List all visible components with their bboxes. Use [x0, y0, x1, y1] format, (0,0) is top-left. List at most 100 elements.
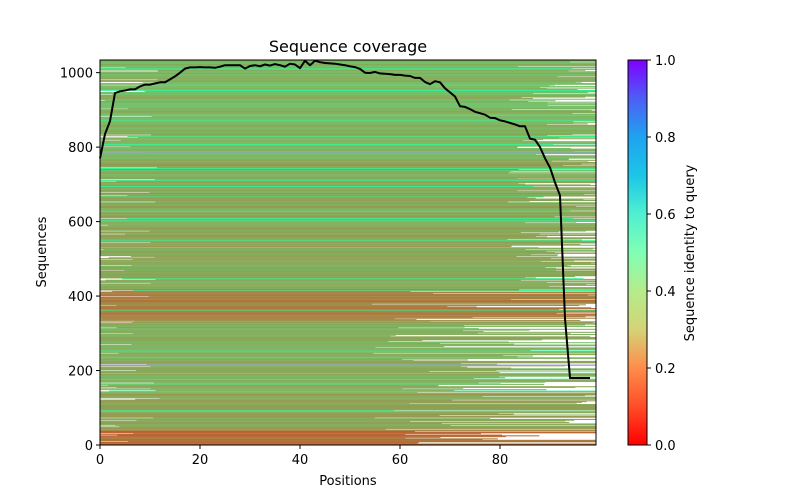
sequence-row	[100, 128, 596, 130]
sequence-row	[100, 103, 596, 105]
sequence-row	[100, 163, 582, 165]
sequence-row	[100, 339, 543, 341]
sequence-row	[100, 152, 596, 154]
sequence-row	[100, 442, 419, 444]
sequence-row	[100, 156, 596, 158]
sequence-row	[100, 337, 596, 339]
sequence-row	[100, 350, 596, 352]
sequence-row	[100, 115, 596, 117]
sequence-row	[138, 136, 596, 138]
sequence-row	[100, 60, 596, 62]
sequence-row	[100, 416, 596, 418]
sequence-row	[100, 439, 596, 441]
sequence-row	[100, 219, 596, 221]
x-tick-label: 0	[96, 453, 104, 468]
sequence-row	[100, 356, 518, 358]
sequence-row	[100, 153, 536, 155]
sequence-row	[100, 188, 596, 190]
sequence-row	[100, 397, 596, 399]
sequence-row	[100, 235, 596, 237]
sequence-row	[100, 87, 596, 89]
sequence-row	[100, 387, 464, 389]
x-axis-label: Positions	[319, 474, 377, 489]
sequence-row	[100, 351, 596, 353]
sequence-row	[100, 236, 548, 238]
sequence-row	[100, 428, 386, 430]
sequence-row	[100, 399, 453, 401]
sequence-row	[100, 215, 596, 217]
sequence-row	[157, 69, 586, 71]
sequence-row	[100, 118, 596, 120]
sequence-row	[100, 165, 596, 167]
sequence-row	[133, 290, 596, 292]
sequence-row	[108, 224, 596, 226]
sequence-row	[100, 413, 499, 415]
y-tick-label: 0	[85, 439, 93, 454]
sequence-row	[100, 123, 588, 125]
sequence-row	[100, 323, 596, 325]
sequence-row	[100, 70, 569, 72]
sequence-row	[100, 302, 596, 304]
sequence-row	[100, 378, 474, 380]
sequence-row	[100, 343, 441, 345]
sequence-row	[100, 337, 596, 339]
sequence-row	[100, 154, 545, 156]
sequence-row	[100, 381, 546, 383]
sequence-row	[100, 169, 596, 171]
sequence-row	[100, 147, 517, 149]
sequence-row	[100, 157, 596, 159]
sequence-row	[100, 440, 596, 442]
sequence-row	[100, 421, 411, 423]
heatmap-rows	[100, 60, 597, 446]
sequence-row	[100, 344, 596, 346]
sequence-row	[100, 61, 571, 63]
sequence-row	[117, 434, 502, 436]
sequence-row	[100, 414, 596, 416]
sequence-row	[100, 246, 511, 248]
sequence-row	[100, 329, 530, 331]
sequence-row	[100, 330, 463, 332]
sequence-row	[100, 430, 596, 432]
sequence-row	[100, 260, 575, 262]
chart-title: Sequence coverage	[269, 37, 427, 56]
sequence-row	[100, 234, 596, 236]
sequence-row	[100, 132, 596, 134]
sequence-row	[100, 298, 596, 300]
sequence-row	[108, 257, 596, 259]
sequence-row	[100, 235, 536, 237]
sequence-row	[100, 340, 389, 342]
sequence-row	[100, 122, 574, 124]
sequence-row	[100, 198, 596, 200]
sequence-row	[149, 191, 597, 193]
coverage-line	[99, 59, 590, 379]
sequence-row	[100, 408, 596, 410]
sequence-row	[100, 89, 578, 91]
sequence-row	[100, 220, 596, 222]
sequence-row	[100, 75, 596, 77]
sequence-row	[100, 162, 596, 164]
sequence-row	[150, 388, 403, 390]
sequence-row	[100, 127, 596, 129]
sequence-row	[100, 328, 596, 330]
sequence-row	[154, 256, 596, 258]
sequence-row	[100, 336, 591, 338]
sequence-row	[100, 185, 534, 187]
sequence-row	[100, 309, 596, 311]
sequence-row	[100, 381, 596, 383]
sequence-row	[127, 194, 597, 196]
sequence-row	[100, 270, 596, 272]
sequence-row	[100, 386, 596, 388]
sequence-row	[100, 76, 558, 78]
sequence-row	[157, 79, 596, 81]
sequence-row	[100, 102, 548, 104]
colorbar-tick-label: 0.6	[655, 208, 676, 223]
sequence-row	[100, 168, 596, 170]
y-tick-label: 400	[68, 290, 93, 305]
sequence-row	[100, 267, 546, 269]
sequence-row	[100, 228, 596, 230]
sequence-row	[100, 396, 596, 398]
sequence-row	[100, 273, 596, 275]
sequence-row	[100, 141, 596, 143]
sequence-row	[100, 199, 584, 201]
sequence-row	[100, 231, 559, 233]
